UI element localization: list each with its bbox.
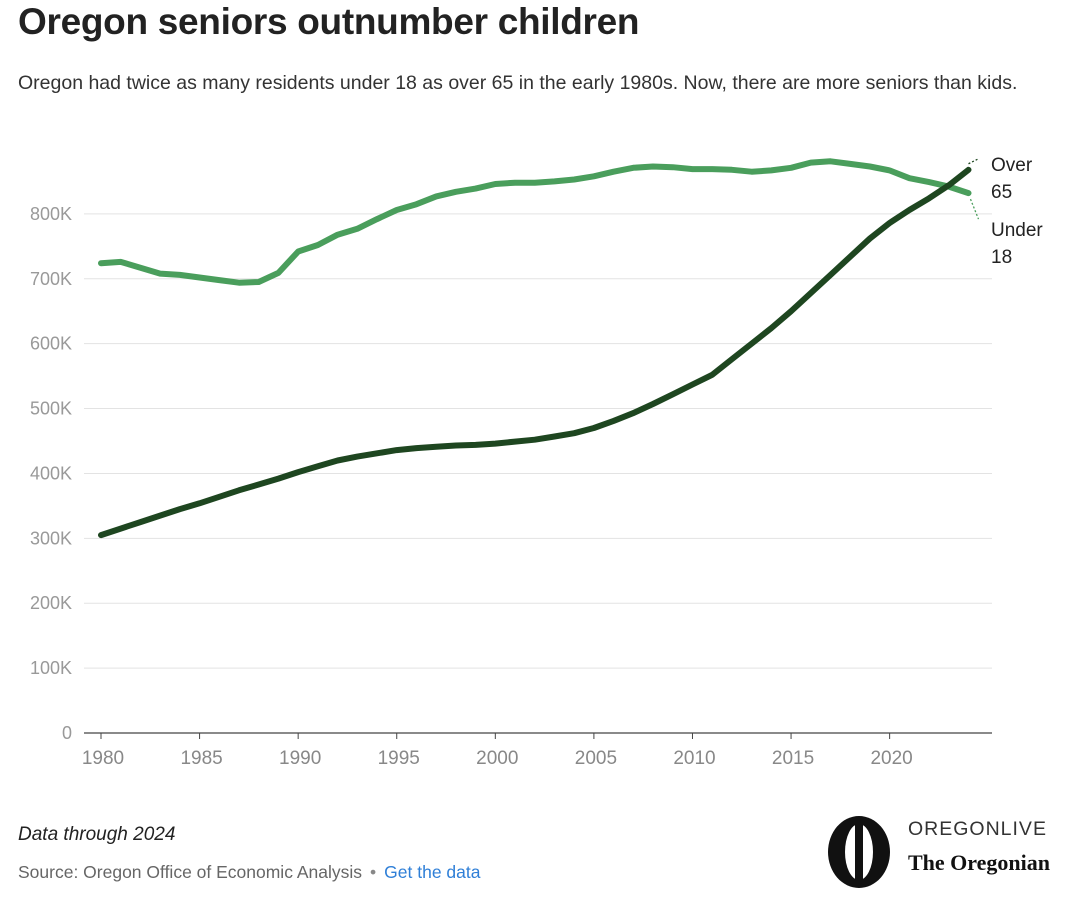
y-tick-label: 400K [30, 463, 72, 483]
series-end-label: Over [991, 155, 1033, 176]
source-line: Source: Oregon Office of Economic Analys… [18, 862, 480, 883]
chart-title: Oregon seniors outnumber children [18, 1, 640, 42]
get-the-data-link[interactable]: Get the data [384, 862, 481, 882]
x-tick-label: 2020 [870, 748, 912, 769]
y-tick-label: 500K [30, 399, 72, 419]
x-tick-label: 1995 [378, 748, 420, 769]
x-tick-label: 2010 [673, 748, 715, 769]
series-end-label: 65 [991, 182, 1012, 203]
oregonlive-wordmark: OREGONLIVE [908, 818, 1047, 840]
series-lines [98, 158, 972, 539]
label-leader-line [969, 198, 980, 220]
x-tick-label: 1990 [279, 748, 321, 769]
label-leader-line [968, 158, 979, 165]
the-oregonian-wordmark: The Oregonian [908, 850, 1051, 875]
y-tick-label: 300K [30, 528, 72, 548]
x-tick-label: 2000 [476, 748, 518, 769]
x-tick-label: 1985 [180, 748, 222, 769]
oregonian-logo[interactable]: OREGONLIVE The Oregonian [826, 814, 1056, 890]
series-line-under-18 [98, 158, 972, 286]
x-axis-ticks: 1980 1985 1990 1995 2000 2005 2010 2015 2020 [82, 733, 913, 769]
y-axis-ticks: 0 100K 200K 300K 400K 500K 600K 700K 800K [30, 204, 72, 743]
y-tick-label: 600K [30, 334, 72, 354]
separator-dot: • [370, 862, 377, 882]
series-end-label: 18 [991, 247, 1012, 268]
y-tick-label: 200K [30, 593, 72, 613]
oregonian-o-mark-icon [828, 816, 890, 888]
x-tick-label: 1980 [82, 748, 124, 769]
gridlines [84, 213, 992, 734]
series-end-label: Under [991, 220, 1043, 241]
y-tick-label: 700K [30, 269, 72, 289]
chart-subtitle: Oregon had twice as many residents under… [18, 72, 1018, 94]
y-tick-label: 800K [30, 204, 72, 224]
x-tick-label: 2015 [772, 748, 814, 769]
series-line-over-65 [98, 166, 972, 539]
x-tick-label: 2005 [575, 748, 617, 769]
y-tick-label: 0 [62, 723, 72, 743]
series-end-labels: Over 65 Under 18 [968, 155, 1043, 268]
data-through-note: Data through 2024 [18, 824, 176, 845]
source-text: Source: Oregon Office of Economic Analys… [18, 862, 363, 882]
y-tick-label: 100K [30, 658, 72, 678]
